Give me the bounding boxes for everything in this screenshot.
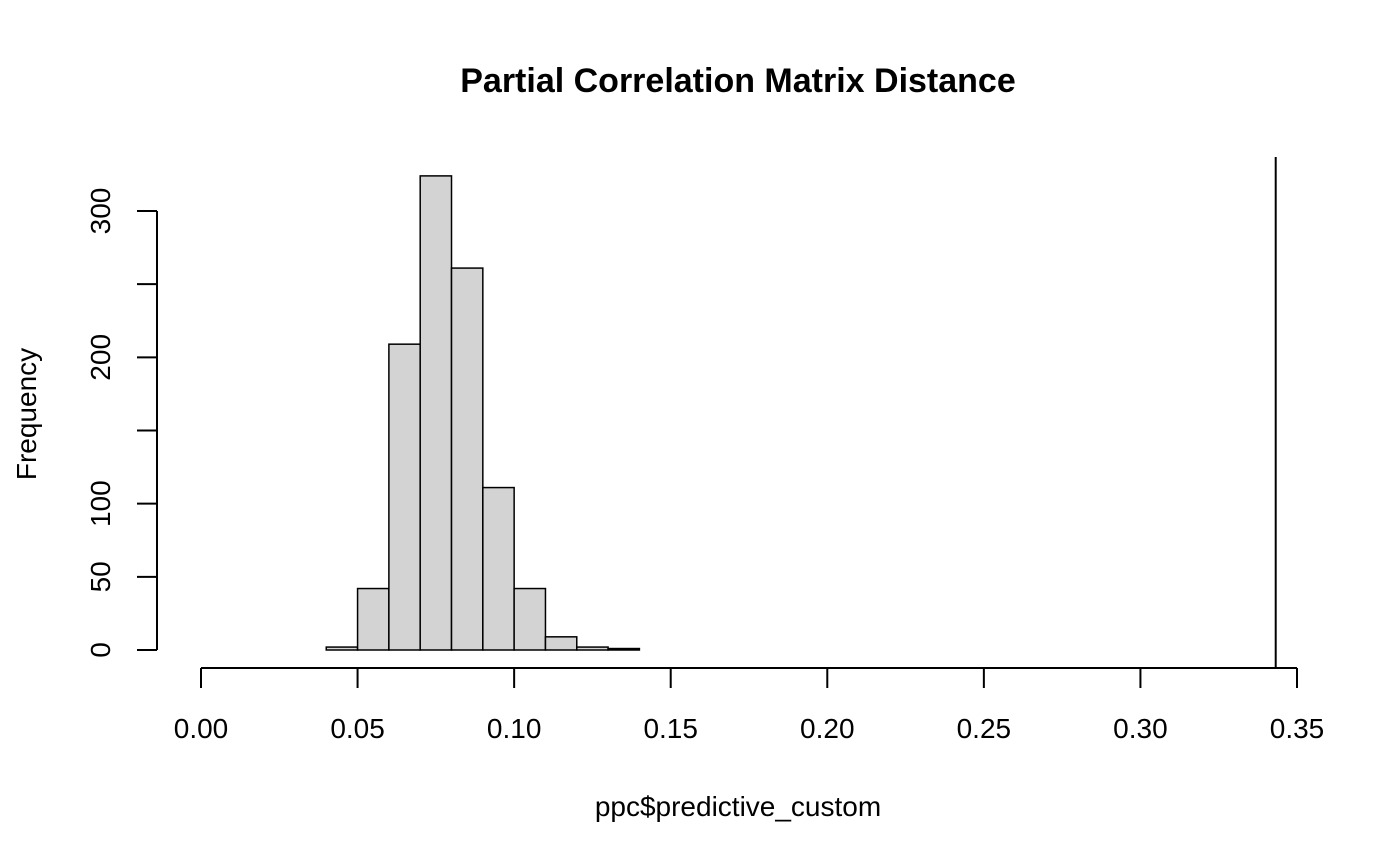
x-tick-label-7: 0.35 [1270, 713, 1325, 744]
x-tick-label-5: 0.25 [957, 713, 1012, 744]
histogram-bar-0 [325, 646, 359, 651]
x-tick-label-1: 0.05 [330, 713, 385, 744]
chart-title: Partial Correlation Matrix Distance [460, 62, 1016, 100]
y-tick-label-2: 100 [85, 480, 116, 527]
x-tick-label-6: 0.30 [1113, 713, 1168, 744]
y-tick-label-6: 300 [85, 188, 116, 235]
y-tick-label-1: 50 [85, 561, 116, 592]
histogram-bar-1 [356, 587, 390, 651]
histogram-bar-6 [513, 587, 547, 651]
y-tick-label-4: 200 [85, 334, 116, 381]
x-axis-label: ppc$predictive_custom [595, 791, 881, 822]
histogram-bar-9 [607, 647, 641, 651]
histogram-bar-7 [544, 636, 578, 651]
x-tick-label-2: 0.10 [487, 713, 542, 744]
histogram-bar-5 [482, 486, 515, 651]
y-tick-label-0: 0 [85, 642, 116, 658]
histogram-bars [325, 175, 641, 651]
histogram-bar-4 [450, 267, 484, 651]
x-tick-label-0: 0.00 [174, 713, 229, 744]
x-axis: 0.00 0.05 0.10 0.15 0.20 0.25 0.30 0.35 [174, 667, 1325, 744]
x-tick-label-4: 0.20 [800, 713, 855, 744]
histogram-bar-8 [576, 646, 609, 651]
histogram-bar-3 [419, 175, 453, 651]
x-tick-label-3: 0.15 [643, 713, 698, 744]
histogram-bar-2 [388, 343, 421, 651]
y-axis: 0 50 100 200 300 [85, 188, 158, 658]
y-axis-label: Frequency [11, 348, 42, 480]
